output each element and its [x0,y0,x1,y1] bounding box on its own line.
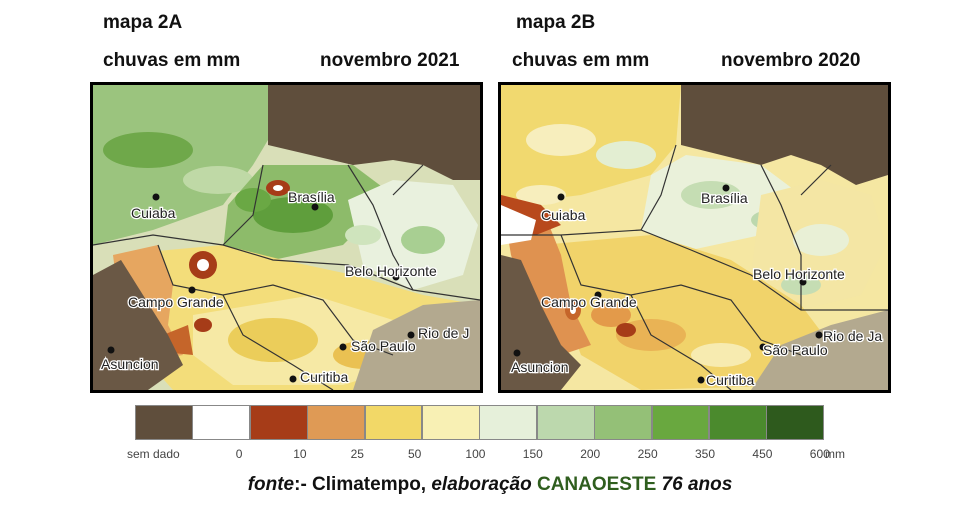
map-a-period: novembro 2021 [320,50,460,71]
legend-swatch-1 [192,405,251,440]
legend-unit: mm [825,447,845,461]
map-b-city-campo-grande: Campo Grande [541,294,637,310]
legend-swatch-6 [479,405,538,440]
map-2b: Cuiaba Brasília Belo Horizonte Campo Gra… [498,82,891,393]
legend-swatch-10 [709,405,767,440]
legend-label-10: 450 [752,447,773,461]
source-org: CANAOESTE [536,474,657,495]
legend-label-5: 100 [465,447,486,461]
legend-swatch-5 [422,405,480,440]
map-a-city-asuncion: Asuncion [101,356,159,372]
legend-label-1: 0 [235,447,243,461]
map-a-city-brasilia: Brasília [288,189,335,205]
source-suffix: 76 anos [656,474,733,495]
legend-swatch-11 [766,405,825,440]
legend-label-11: 600 [809,447,830,461]
map-a-city-campo-grande: Campo Grande [128,294,224,310]
map-b-period: novembro 2020 [721,50,861,71]
map-a-title: mapa 2A [103,12,183,33]
map-b-city-sao-paulo: São Paulo [763,342,828,358]
map-a-city-belo-horizonte: Belo Horizonte [345,263,437,279]
legend-swatch-3 [307,405,366,440]
map-b-city-belo-horizonte: Belo Horizonte [753,266,845,282]
map-b-subtitle: chuvas em mm [512,50,650,71]
source-prefix: fonte [247,474,295,495]
map-a-city-cuiaba: Cuiaba [131,205,176,221]
map-a-city-rio-de-janeiro: Rio de J [418,325,469,341]
map-b-city-rio-de-janeiro: Rio de Ja [823,328,882,344]
legend-label-6: 150 [522,447,543,461]
map-b-city-cuiaba: Cuiaba [541,207,586,223]
map-b-city-asuncion: Asuncion [511,359,569,375]
legend-swatch-8 [594,405,653,440]
legend-label-3: 25 [350,447,364,461]
legend-swatch-9 [651,405,710,440]
legend-label-7: 200 [580,447,601,461]
legend-label-9: 350 [695,447,716,461]
legend-label-8: 250 [637,447,658,461]
map-a-city-sao-paulo: São Paulo [351,338,416,354]
legend-label-4: 50 [408,447,422,461]
map-a-subtitle: chuvas em mm [103,50,241,71]
map-a-city-curitiba: Curitiba [300,369,348,385]
legend-swatch-2 [249,405,308,440]
legend-swatch-4 [364,405,423,440]
map-b-title: mapa 2B [516,12,596,33]
source-caption: fonte:- Climatempo, elaboração CANAOESTE… [0,474,980,496]
legend-label-0: sem dado [127,447,180,461]
legend-label-2: 10 [293,447,307,461]
map-b-city-curitiba: Curitiba [706,372,754,388]
map-2a: Cuiaba Brasília Belo Horizonte Campo Gra… [90,82,483,393]
map-b-city-brasilia: Brasília [701,190,748,206]
source-elab: elaboração [431,474,537,495]
legend-swatch-0 [135,405,193,440]
source-middle: :- Climatempo, [294,474,432,495]
legend-swatch-7 [536,405,595,440]
